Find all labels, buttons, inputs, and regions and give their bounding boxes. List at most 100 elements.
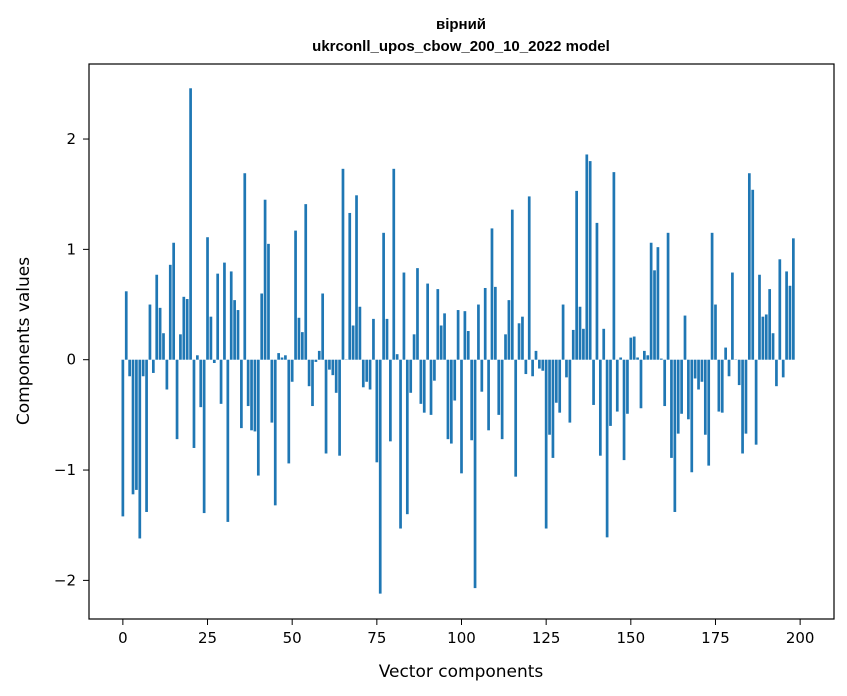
bar-71 [361,359,365,388]
y-tick-label: 0 [66,351,76,369]
bar-114 [507,300,511,360]
bar-31 [226,359,230,522]
bar-64 [338,359,341,456]
bar-13 [165,359,169,390]
bar-113 [504,334,507,360]
bar-42 [263,199,267,360]
bar-55 [307,359,311,387]
y-axis-ticks: −2 −1 0 1 2 [54,130,89,589]
bar-50 [290,359,294,382]
bar-86 [412,334,416,360]
bar-6 [141,359,145,377]
bar-186 [751,189,755,360]
bar-57 [314,359,318,362]
bar-7 [145,359,148,512]
bar-41 [260,293,264,360]
bar-165 [680,359,683,414]
bar-58 [317,350,321,360]
bar-30 [223,262,226,360]
bar-184 [744,359,748,434]
bar-47 [280,357,284,360]
bar-21 [192,359,196,448]
x-tick-label: 25 [198,629,217,647]
bar-39 [253,359,257,432]
bar-197 [788,285,792,360]
bar-23 [199,359,203,408]
bar-25 [206,237,209,360]
bar-145 [612,172,616,360]
bar-176 [717,359,721,412]
bar-174 [710,232,714,360]
bar-158 [656,247,660,360]
bar-80 [392,168,396,360]
bar-111 [497,359,501,415]
bar-112 [500,359,504,440]
bar-119 [524,359,528,375]
bar-15 [172,242,176,360]
bar-18 [182,296,186,360]
bar-101 [463,311,467,360]
bar-107 [483,287,487,360]
bar-27 [212,359,216,364]
bar-12 [162,333,165,360]
bar-164 [676,359,680,434]
bar-108 [487,359,490,431]
bar-117 [517,323,521,360]
bar-103 [470,359,474,441]
bar-172 [703,359,707,435]
bar-95 [443,313,446,360]
bar-70 [358,306,362,360]
bar-193 [775,359,778,387]
bar-196 [785,271,788,360]
bar-146 [615,359,619,412]
bar-43 [267,243,270,360]
bar-168 [690,359,694,473]
bar-98 [453,359,457,401]
bar-116 [514,359,518,477]
bar-151 [632,336,636,360]
bar-179 [727,359,731,377]
bar-2 [128,359,131,377]
plot-frame [88,63,835,620]
bar-94 [439,325,443,360]
bar-185 [747,173,751,360]
bar-75 [375,359,379,463]
bar-11 [158,307,162,360]
bar-189 [761,316,765,360]
bar-125 [544,359,548,529]
bar-187 [754,359,758,445]
bar-76 [378,359,382,594]
bar-33 [233,300,236,360]
bar-97 [449,359,453,444]
bar-90 [426,283,429,360]
bar-20 [189,88,192,360]
bar-28 [216,273,220,360]
bar-123 [538,359,541,369]
bar-85 [409,359,413,393]
bar-140 [595,222,599,360]
bar-142 [602,328,606,360]
bar-62 [331,359,335,376]
bar-148 [622,359,626,461]
bar-14 [168,264,172,360]
bar-46 [277,353,280,360]
bar-32 [229,271,233,360]
bar-9 [151,359,155,373]
bar-152 [636,357,639,360]
bar-1 [124,291,128,360]
bar-26 [209,316,213,360]
bar-67 [348,212,352,360]
y-tick-label: −1 [54,461,76,479]
bar-19 [185,299,189,360]
bar-126 [548,359,551,435]
bars-group [121,88,795,594]
x-tick-label: 50 [283,629,302,647]
bar-161 [666,232,670,360]
bar-49 [287,359,291,464]
bar-100 [460,359,463,474]
bar-150 [629,337,633,360]
bar-192 [771,333,775,360]
bar-52 [297,317,301,360]
bar-104 [473,359,477,589]
